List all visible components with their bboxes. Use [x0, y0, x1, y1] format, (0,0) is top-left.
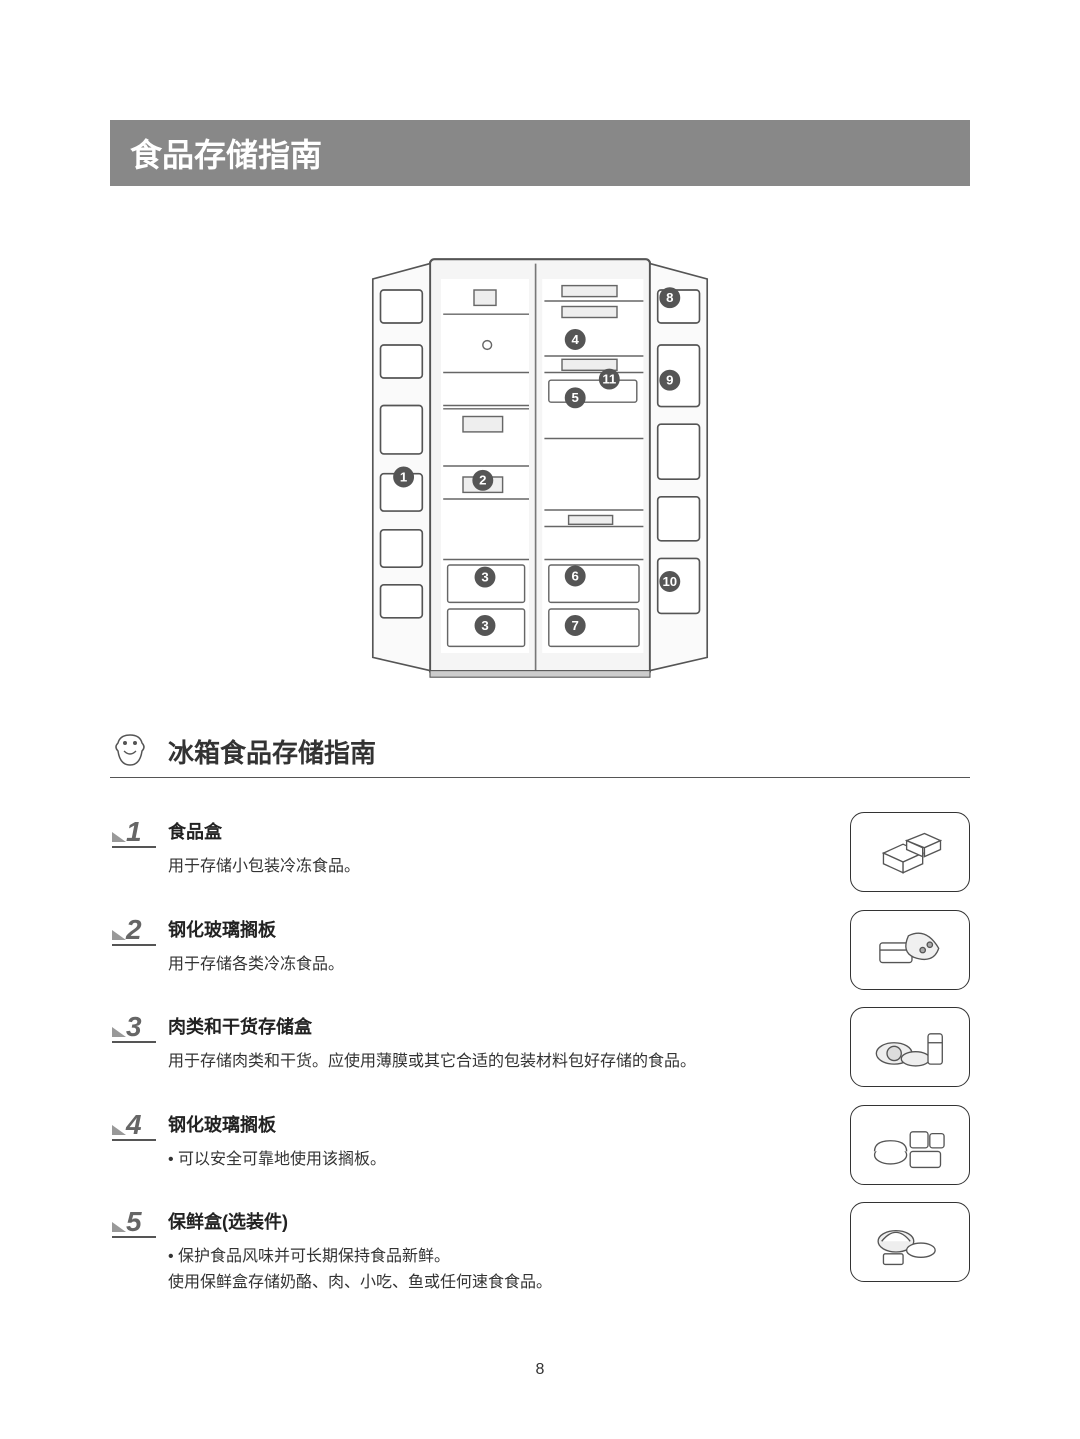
item-description: 用于存储肉类和干货。应使用薄膜或其它合适的包装材料包好存储的食品。: [168, 1049, 810, 1075]
item-title: 钢化玻璃搁板: [168, 906, 810, 942]
callout-number: 1: [400, 469, 407, 484]
item-description: 用于存储各类冷冻食品。: [168, 952, 810, 978]
callout-number: 9: [666, 373, 673, 388]
fridge-mascot-icon: [110, 731, 150, 771]
item-description: 使用保鲜盒存储奶酪、肉、小吃、鱼或任何速食食品。: [168, 1270, 810, 1296]
storage-item-2: 2 钢化玻璃搁板用于存储各类冷冻食品。: [112, 906, 970, 978]
item-number-badge: 3: [112, 1003, 156, 1043]
callout-number: 10: [662, 574, 677, 589]
item-number-badge: 5: [112, 1198, 156, 1238]
page-title-bar: 食品存储指南: [110, 120, 970, 186]
callout-number: 4: [572, 332, 580, 347]
callout-number: 11: [602, 372, 616, 387]
item-title: 肉类和干货存储盒: [168, 1003, 810, 1039]
section-heading-row: 冰箱食品存储指南: [110, 731, 970, 778]
item-thumbnail: [850, 1202, 970, 1282]
meat-thumb-icon: [863, 1016, 957, 1078]
manual-page: 食品存储指南: [0, 0, 1080, 1439]
item-number: 5: [126, 1208, 142, 1236]
storage-item-5: 5 保鲜盒(选装件) • 保护食品风味并可长期保持食品新鲜。 使用保鲜盒存储奶酪、肉…: [112, 1198, 970, 1295]
callout-number: 3: [481, 618, 488, 633]
storage-item-4: 4 钢化玻璃搁板 • 可以安全可靠地使用该搁板。: [112, 1101, 970, 1173]
item-number: 3: [126, 1013, 142, 1041]
item-thumbnail: [850, 812, 970, 892]
storage-items-list: 1食品盒用于存储小包装冷冻食品。 2钢化玻璃搁板用于存储各类冷冻食品。 3肉类和…: [110, 808, 970, 1296]
item-number: 4: [126, 1111, 142, 1139]
callout-number: 3: [481, 570, 488, 585]
item-number: 2: [126, 916, 142, 944]
storage-item-1: 1 食品盒用于存储小包装冷冻食品。: [112, 808, 970, 880]
item-thumbnail: [850, 1105, 970, 1185]
item-title: 食品盒: [168, 808, 810, 844]
item-number-badge: 4: [112, 1101, 156, 1141]
item-number-badge: 1: [112, 808, 156, 848]
callout-number: 5: [572, 390, 579, 405]
frozen-thumb-icon: [863, 918, 957, 980]
item-title: 钢化玻璃搁板: [168, 1101, 810, 1137]
page-number: 8: [536, 1361, 545, 1379]
item-title: 保鲜盒(选装件): [168, 1198, 810, 1234]
boxes-thumb-icon: [863, 821, 957, 883]
storage-item-3: 3 肉类和干货存储盒用于存储肉类和干货。应使用薄膜或其它合适的包装材料包好存储的食…: [112, 1003, 970, 1075]
item-thumbnail: [850, 1007, 970, 1087]
item-description: • 可以安全可靠地使用该搁板。: [168, 1147, 810, 1173]
section-title: 冰箱食品存储指南: [168, 733, 376, 770]
callout-number: 6: [572, 568, 579, 583]
fresh-thumb-icon: [863, 1211, 957, 1273]
fridge-illustration: 1 2 4 11 5 8 9 3 3 6 10 7: [300, 246, 780, 686]
item-thumbnail: [850, 910, 970, 990]
item-description: 用于存储小包装冷冻食品。: [168, 854, 810, 880]
callout-number: 8: [666, 290, 673, 305]
item-number: 1: [126, 818, 142, 846]
callout-number: 2: [479, 473, 486, 488]
containers-thumb-icon: [863, 1114, 957, 1176]
item-number-badge: 2: [112, 906, 156, 946]
item-description: • 保护食品风味并可长期保持食品新鲜。: [168, 1244, 810, 1270]
callout-number: 7: [572, 618, 579, 633]
page-title: 食品存储指南: [130, 137, 322, 173]
fridge-diagram: 1 2 4 11 5 8 9 3 3 6 10 7: [110, 246, 970, 691]
